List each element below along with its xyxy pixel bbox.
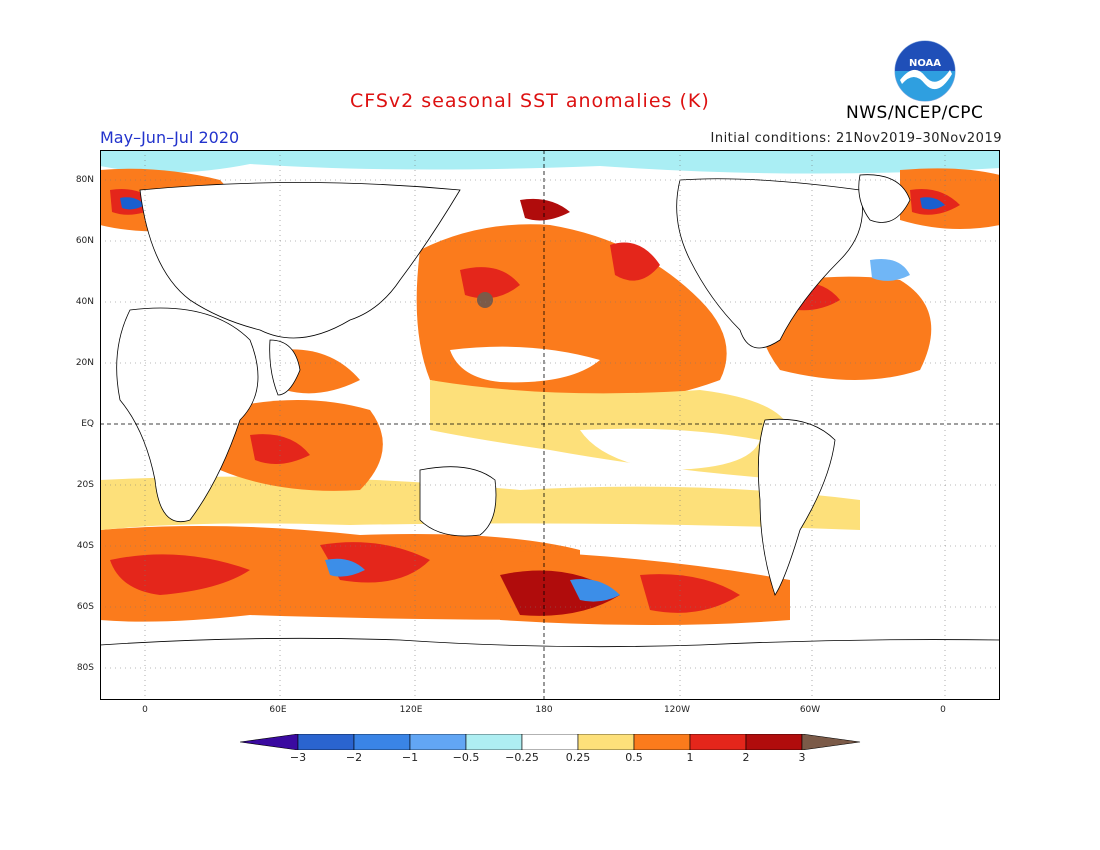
anomaly-strong-bering — [520, 198, 570, 221]
colorbar-label-pos05: 0.5 — [625, 751, 643, 764]
land-north-america — [676, 178, 863, 349]
anomaly-warm-arabian-sea — [280, 349, 360, 394]
anomaly-neutral-east-pacific — [580, 428, 760, 470]
anomaly-strong-south-1 — [110, 554, 250, 595]
chart-title: CFSv2 seasonal SST anomalies (K) — [350, 90, 710, 112]
agency-label: NWS/NCEP/CPC — [846, 103, 984, 123]
land-eurasia — [139, 182, 461, 339]
colorbar — [240, 734, 861, 750]
lon-label-180: 180 — [535, 705, 553, 715]
continents — [100, 174, 1000, 700]
colorbar-bin — [521, 734, 579, 750]
lon-label-60w: 60W — [799, 705, 821, 715]
colorbar-bin — [465, 734, 523, 750]
colorbar-bin — [577, 734, 635, 750]
lat-label-20s: 20S — [76, 480, 94, 490]
lat-label-60n: 60N — [75, 236, 94, 246]
sea-ice-region — [100, 150, 1000, 174]
colorbar-label-neg025: −0.25 — [505, 751, 539, 764]
colorbar-label-neg3: −3 — [289, 751, 307, 764]
colorbar-bin — [297, 734, 355, 750]
colorbar-label-pos2: 2 — [742, 751, 750, 764]
anomaly-strong-indian-ocean — [250, 434, 310, 464]
anomaly-strong-gulf-of-alaska — [610, 242, 660, 281]
anomaly-neutral-central-pacific — [450, 346, 600, 383]
lat-label-80n: 80N — [75, 175, 94, 185]
colorbar-bin — [633, 734, 691, 750]
anomaly-cool-south-2 — [325, 558, 365, 577]
land-india — [269, 339, 301, 396]
colorbar-label-pos3: 3 — [798, 751, 806, 764]
anomaly-cool-arctic-east — [920, 197, 945, 210]
anomaly-warm-indian-ocean — [220, 400, 383, 491]
land-africa — [116, 307, 259, 522]
colorbar-label-pos1: 1 — [686, 751, 694, 764]
lat-label-40n: 40N — [75, 297, 94, 307]
anomaly-cool-north-atlantic — [870, 259, 910, 281]
colorbar-label-neg1: −1 — [401, 751, 419, 764]
graticule — [100, 150, 1000, 700]
land-australia — [419, 466, 497, 537]
lon-label-120w: 120W — [663, 705, 691, 715]
land-antarctica — [100, 637, 1000, 700]
colorbar-label-pos025: 0.25 — [565, 751, 591, 764]
colorbar-bin — [689, 734, 747, 750]
colorbar-label-neg05: −0.5 — [452, 751, 480, 764]
anomaly-strong-north-pacific — [460, 267, 520, 299]
colorbar-low-extension — [240, 734, 299, 750]
anomaly-cool-south-1 — [570, 579, 620, 602]
initial-conditions-label: Initial conditions: 21Nov2019–30Nov2019 — [710, 131, 1002, 146]
lat-label-eq: EQ — [81, 419, 94, 429]
colorbar-bins — [297, 734, 803, 750]
lat-label-80s: 80S — [76, 663, 94, 673]
lat-label-60s: 60S — [76, 602, 94, 612]
anomaly-extreme-north-pacific — [477, 292, 493, 308]
anomaly-strong-south-4 — [640, 574, 740, 613]
land-south-america — [757, 418, 836, 596]
map-frame — [100, 150, 1000, 700]
lon-label-0-east: 0 — [940, 705, 946, 715]
lat-label-20n: 20N — [75, 358, 94, 368]
colorbar-bin — [745, 734, 803, 750]
noaa-logo-icon: NOAA — [894, 40, 956, 102]
colorbar-bin — [409, 734, 467, 750]
season-label: May–Jun–Jul 2020 — [100, 128, 240, 147]
lon-label-60e: 60E — [269, 705, 287, 715]
land-greenland — [858, 174, 911, 223]
colorbar-bin — [353, 734, 411, 750]
noaa-logo-text: NOAA — [909, 58, 941, 69]
colorbar-high-extension — [801, 734, 861, 750]
lat-label-40s: 40S — [76, 541, 94, 551]
lon-label-0: 0 — [142, 705, 148, 715]
colorbar-label-neg2: −2 — [345, 751, 363, 764]
sst-anomaly-map — [100, 150, 1000, 700]
lon-label-120e: 120E — [399, 705, 423, 715]
anomaly-cool-arctic-west — [120, 197, 145, 210]
